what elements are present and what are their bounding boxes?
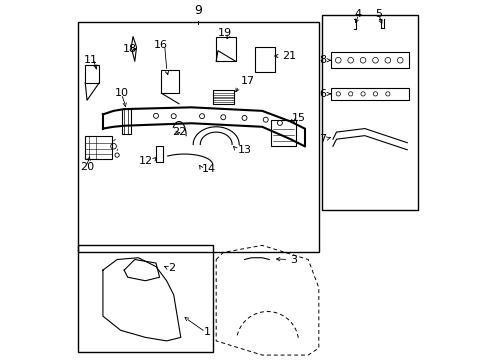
Bar bbox=[78, 246, 212, 351]
Bar bbox=[216, 37, 235, 61]
Text: 10: 10 bbox=[114, 88, 128, 98]
Bar bbox=[270, 120, 295, 146]
Bar bbox=[161, 70, 179, 93]
Text: 9: 9 bbox=[194, 4, 202, 17]
Text: 20: 20 bbox=[80, 162, 94, 172]
Bar bbox=[85, 136, 112, 159]
Text: 21: 21 bbox=[281, 51, 295, 61]
Bar bbox=[85, 65, 99, 82]
Text: 16: 16 bbox=[154, 40, 168, 50]
Bar bbox=[330, 88, 408, 100]
Bar bbox=[330, 53, 408, 68]
Text: 5: 5 bbox=[374, 9, 381, 18]
Bar bbox=[255, 47, 274, 72]
Text: 22: 22 bbox=[172, 127, 186, 137]
Bar bbox=[322, 15, 417, 210]
Text: 6: 6 bbox=[318, 89, 325, 99]
Text: 17: 17 bbox=[241, 76, 255, 86]
Text: 14: 14 bbox=[202, 164, 216, 174]
Text: 15: 15 bbox=[291, 113, 305, 123]
Text: 4: 4 bbox=[353, 9, 361, 18]
Bar bbox=[122, 109, 131, 134]
Text: 2: 2 bbox=[168, 264, 175, 273]
Text: 11: 11 bbox=[83, 55, 97, 64]
Bar bbox=[78, 22, 318, 252]
Text: 7: 7 bbox=[318, 134, 325, 144]
Text: 18: 18 bbox=[122, 44, 136, 54]
Text: 1: 1 bbox=[203, 327, 210, 337]
Bar bbox=[156, 146, 163, 162]
Text: 12: 12 bbox=[138, 156, 152, 166]
Text: 13: 13 bbox=[237, 145, 251, 155]
Text: 8: 8 bbox=[318, 55, 325, 65]
Text: 19: 19 bbox=[218, 28, 232, 38]
Text: 3: 3 bbox=[289, 255, 296, 265]
Bar bbox=[212, 90, 233, 104]
